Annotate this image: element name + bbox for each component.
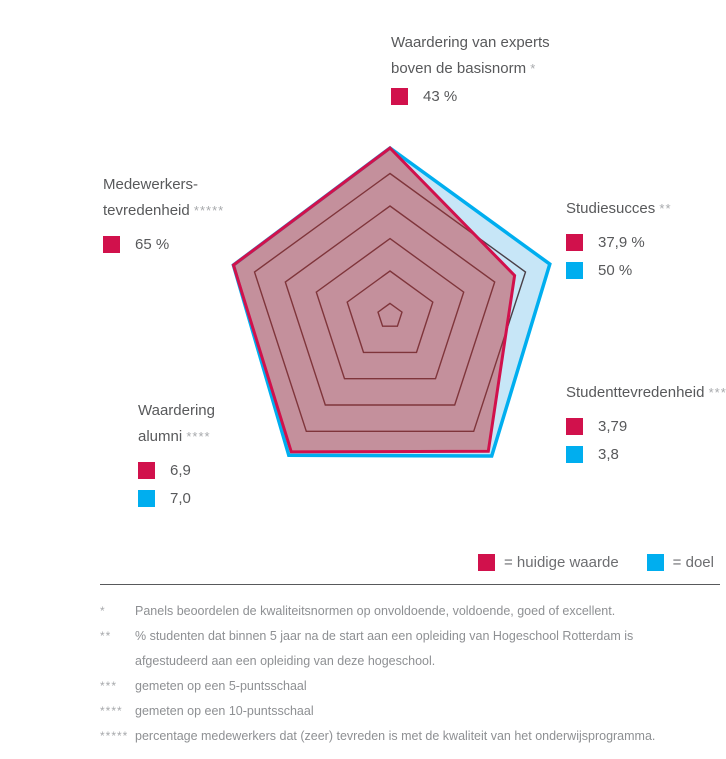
footnote-row: * Panels beoordelen de kwaliteitsnormen … (100, 599, 712, 624)
footnote-row: *** gemeten op een 5-puntsschaal (100, 674, 712, 699)
callout-studiesucces: Studiesucces ** 37,9 % 50 % (566, 196, 672, 284)
callout-medewerkers: Medewerkers- tevredenheid ***** 65 % (103, 172, 224, 258)
legend: = huidige waarde = doel (478, 551, 714, 573)
legend-goal-swatch (646, 553, 664, 571)
current-value-row: 37,9 % (566, 228, 672, 256)
axis-label: Waardering (138, 402, 215, 419)
current-value: 65 % (135, 235, 170, 253)
footnote-text: gemeten op een 5-puntsschaal (135, 679, 307, 693)
goal-value-row: 50 % (566, 256, 672, 284)
goal-value: 3,8 (598, 445, 619, 463)
current-value-swatch (566, 233, 583, 251)
footnote-marker: ** (659, 201, 672, 216)
footnote-text: % studenten dat binnen 5 jaar na de star… (135, 629, 634, 668)
footnote-row: ***** percentage medewerkers dat (zeer) … (100, 724, 712, 749)
current-value-row: 65 % (103, 230, 224, 258)
callout-alumni: Waardering alumni **** 6,9 7,0 (138, 398, 215, 512)
legend-item-current: = huidige waarde (478, 553, 619, 571)
footnote-marker: **** (186, 429, 211, 444)
goal-value-swatch (566, 261, 583, 279)
current-value: 37,9 % (598, 233, 645, 251)
goal-value-row: 3,8 (566, 440, 726, 468)
current-value-swatch (138, 461, 155, 479)
grid-ring (377, 302, 403, 327)
footnote-row: ** % studenten dat binnen 5 jaar na de s… (100, 624, 712, 674)
goal-value-row: 7,0 (138, 484, 215, 512)
axis-label: Studiesucces ** (566, 200, 672, 217)
current-value: 6,9 (170, 461, 191, 479)
goal-value-swatch (138, 489, 155, 507)
axis-label: Studenttevredenheid *** (566, 384, 726, 401)
current-value-swatch (566, 417, 583, 435)
axis-label: alumni **** (138, 428, 211, 445)
axis-label: tevredenheid ***** (103, 202, 225, 219)
legend-item-goal: = doel (646, 553, 714, 571)
current-value-row: 3,79 (566, 412, 726, 440)
current-value-swatch (391, 87, 408, 105)
footnote-marker: *** (100, 679, 118, 693)
current-value-swatch (103, 235, 120, 253)
radar-grid (253, 172, 527, 432)
footnote-marker: * (530, 61, 537, 76)
axis-label: boven de basisnorm * (391, 60, 537, 77)
footnote-row: **** gemeten op een 10-puntsschaal (100, 699, 712, 724)
footnote-marker: *** (708, 385, 726, 400)
current-value: 43 % (423, 87, 458, 105)
grid-ring (315, 237, 465, 380)
current-value-row: 43 % (391, 82, 550, 110)
footnote-marker: ***** (100, 729, 129, 743)
current-value: 3,79 (598, 417, 628, 435)
footnote-marker: ***** (193, 203, 225, 218)
goal-value: 50 % (598, 261, 633, 279)
footnote-marker: * (100, 604, 106, 618)
footnote-text: gemeten op een 10-puntsschaal (135, 704, 314, 718)
current-value-row: 6,9 (138, 456, 215, 484)
footnote-text: Panels beoordelen de kwaliteitsnormen op… (135, 604, 616, 618)
footnotes: * Panels beoordelen de kwaliteitsnormen … (100, 599, 712, 749)
current-polygon (231, 146, 517, 454)
callout-experts: Waardering van experts boven de basisnor… (391, 30, 550, 110)
current-polygon-shape (231, 146, 517, 454)
legend-goal-label: = doel (672, 553, 714, 571)
axis-label: Medewerkers- (103, 176, 199, 193)
footnote-text: percentage medewerkers dat (zeer) tevred… (135, 729, 656, 743)
axis-label: Waardering van experts (391, 34, 550, 51)
grid-ring (284, 205, 496, 406)
goal-value-swatch (566, 445, 583, 463)
divider-line (100, 584, 720, 585)
footnote-marker: **** (100, 704, 123, 718)
callout-studenttevredenheid: Studenttevredenheid *** 3,79 3,8 (566, 380, 726, 468)
grid-ring (346, 270, 434, 354)
legend-current-swatch (478, 553, 495, 571)
grid-ring (253, 172, 527, 432)
legend-current-label: = huidige waarde (504, 553, 619, 571)
goal-value: 7,0 (170, 489, 191, 507)
footnote-marker: ** (100, 629, 112, 643)
